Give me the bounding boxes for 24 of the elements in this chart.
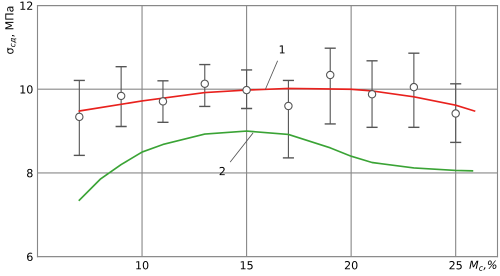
line-series	[78, 130, 474, 202]
point	[158, 97, 168, 106]
x-tick-label: 15	[240, 261, 253, 270]
point	[326, 70, 334, 80]
y-tick-label: 6	[27, 252, 33, 262]
point	[75, 112, 84, 122]
y-tick-label: 10	[20, 85, 33, 94]
y-tick-label: 12	[20, 1, 32, 10]
line-series	[78, 88, 476, 112]
point	[242, 86, 251, 94]
y-tick-label: 8	[27, 168, 33, 178]
x-axis-title: M$_{c}$,%	[469, 260, 496, 271]
annotation: 1	[280, 45, 285, 54]
x-tick-label: 10	[136, 261, 148, 270]
point	[116, 92, 126, 100]
x-tick-label: 25	[449, 261, 462, 270]
point	[284, 102, 293, 110]
annotation: 2	[220, 166, 225, 176]
point	[368, 90, 376, 98]
point	[410, 82, 418, 92]
point	[451, 109, 460, 118]
y-axis-title: σ$_{сд}$, МПа	[5, 6, 16, 54]
point	[200, 80, 209, 88]
x-tick-label: 20	[344, 261, 358, 270]
